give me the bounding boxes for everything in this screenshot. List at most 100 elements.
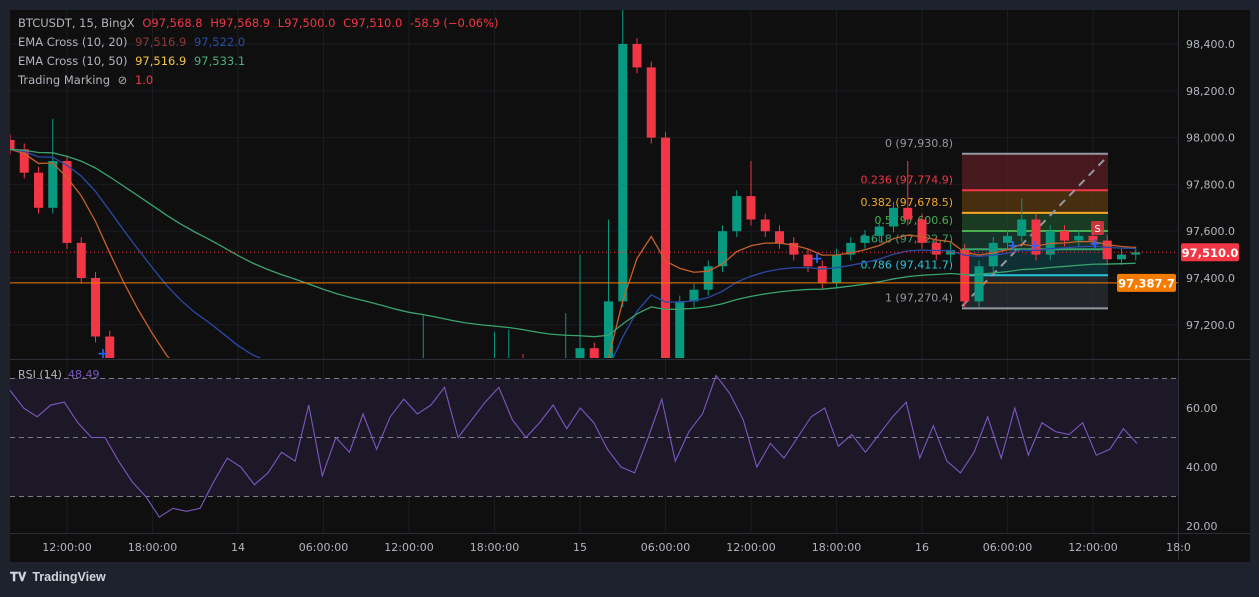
time-tick-label: 06:00:00: [641, 541, 690, 554]
candle[interactable]: [76, 237, 86, 284]
candle[interactable]: [419, 315, 428, 400]
candle[interactable]: [1031, 213, 1041, 261]
current-price-label[interactable]: 97,510.0: [1181, 243, 1239, 262]
candle[interactable]: [760, 213, 770, 238]
price-pane[interactable]: 0 (97,930.8) 0.236 (97,774.9) 0.382 (97,67…: [6, 9, 1179, 459]
candle[interactable]: [19, 143, 29, 179]
indicator-ema-10-50[interactable]: EMA Cross (10, 50) 97,516.9 97,533.1: [18, 52, 503, 71]
candle-body: [703, 266, 713, 290]
candle[interactable]: [1003, 230, 1012, 249]
candle[interactable]: [860, 230, 870, 249]
candle[interactable]: [34, 166, 43, 214]
current-price-label-text: 97,510.0: [1182, 246, 1239, 260]
candle[interactable]: [632, 38, 642, 74]
candle[interactable]: [589, 342, 599, 365]
candle-body: [903, 207, 913, 220]
time-axis[interactable]: 12:00:00 18:00:00 14 06:00:00 12:00:00 18:00:…: [42, 541, 1191, 554]
candle-body: [604, 301, 613, 358]
candle[interactable]: [1074, 230, 1084, 247]
indicator-value-1: 97,516.9: [135, 35, 187, 49]
candle[interactable]: [91, 272, 100, 343]
time-tick-label: 06:00:00: [299, 541, 348, 554]
candle-body: [917, 219, 927, 243]
time-tick-label: 18:00:00: [470, 541, 519, 554]
candle[interactable]: [661, 131, 670, 378]
hidden-eye-slash-icon[interactable]: ⊘: [117, 73, 128, 87]
indicator-value-1: 1.0: [134, 73, 154, 87]
candle-body: [889, 207, 898, 227]
candle[interactable]: [490, 331, 499, 378]
candle[interactable]: [561, 313, 570, 389]
tradingview-logo-icon: 𝐓𝐕: [10, 570, 27, 584]
rsi-pane[interactable]: [10, 374, 1178, 518]
candle[interactable]: [960, 244, 970, 308]
horizontal-line-price-label-text: 97,387.7: [1118, 276, 1175, 290]
fib-level-label: 1 (97,270.4): [885, 291, 953, 304]
candle[interactable]: [703, 260, 713, 296]
candle[interactable]: [48, 118, 58, 214]
sell-marker-badge: [1091, 221, 1104, 235]
buy-cross-marker-icon: +: [1007, 238, 1019, 254]
candle[interactable]: [874, 220, 884, 242]
candle-body: [1117, 254, 1126, 260]
candle-body: [105, 336, 115, 358]
candle[interactable]: [889, 201, 898, 233]
candle[interactable]: [817, 260, 827, 289]
candle[interactable]: [1131, 246, 1141, 261]
candle-body: [732, 196, 742, 232]
rsi-value: 48.49: [67, 368, 100, 381]
price-tick-label: 97,200.0: [1186, 319, 1235, 332]
candle[interactable]: [1017, 198, 1027, 242]
indicator-trading-marking[interactable]: Trading Marking ⊘ 1.0: [18, 71, 503, 90]
candle-body: [789, 242, 799, 255]
candle-body: [860, 235, 870, 243]
candle[interactable]: [105, 330, 115, 401]
rsi-axis[interactable]: 60.00 40.00 20.00: [1186, 402, 1218, 533]
candle[interactable]: [689, 283, 699, 308]
rsi-tick-label: 60.00: [1186, 402, 1218, 415]
candle[interactable]: [646, 61, 656, 144]
candle[interactable]: [775, 225, 784, 249]
candle[interactable]: [1117, 248, 1126, 266]
candle[interactable]: [931, 237, 941, 261]
price-axis[interactable]: 98,400.0 98,200.0 98,000.0 97,800.0 97,600.0…: [1117, 38, 1239, 332]
tradingview-logo[interactable]: 𝐓𝐕 TradingView: [10, 570, 106, 585]
candle[interactable]: [917, 213, 927, 249]
close-value: C97,510.0: [343, 16, 403, 30]
symbol-label[interactable]: BTCUSDT, 15, BingX: [18, 16, 135, 30]
candle[interactable]: [789, 237, 799, 261]
buy-cross-marker-icon: +: [97, 346, 109, 362]
sell-marker[interactable]: S: [1091, 221, 1104, 235]
candle-body: [1131, 252, 1141, 255]
horizontal-line-price-label-bg: [1117, 273, 1176, 292]
candle-body: [646, 67, 656, 138]
indicator-ema-10-20[interactable]: EMA Cross (10, 20) 97,516.9 97,522.0: [18, 33, 503, 52]
candle[interactable]: [504, 329, 513, 365]
candle[interactable]: [846, 237, 856, 261]
rsi-tick-label: 20.00: [1186, 520, 1218, 533]
candle-body: [62, 161, 72, 243]
candle-body: [817, 266, 827, 283]
candle[interactable]: [1102, 234, 1112, 266]
candle-body: [718, 231, 727, 267]
candle[interactable]: [575, 254, 585, 366]
candle[interactable]: [604, 219, 613, 366]
time-tick-label: 12:00:00: [384, 541, 433, 554]
candle[interactable]: [746, 161, 756, 226]
candle[interactable]: [732, 190, 742, 238]
candle-body: [10, 139, 15, 150]
candle[interactable]: [618, 9, 628, 308]
rsi-legend[interactable]: RSI (14) 48.49: [18, 368, 99, 381]
candle[interactable]: [974, 260, 984, 308]
candle[interactable]: [62, 155, 72, 249]
candle[interactable]: [6, 134, 15, 156]
candle-body: [1102, 240, 1112, 260]
sell-marker-label: S: [1094, 224, 1100, 235]
candle-body: [618, 44, 628, 302]
horizontal-line-price-label[interactable]: 97,387.7: [1117, 273, 1176, 292]
candle[interactable]: [903, 161, 913, 226]
candle-body: [974, 266, 984, 302]
buy-cross-marker-icon: +: [1089, 236, 1101, 252]
candle-body: [632, 44, 642, 68]
